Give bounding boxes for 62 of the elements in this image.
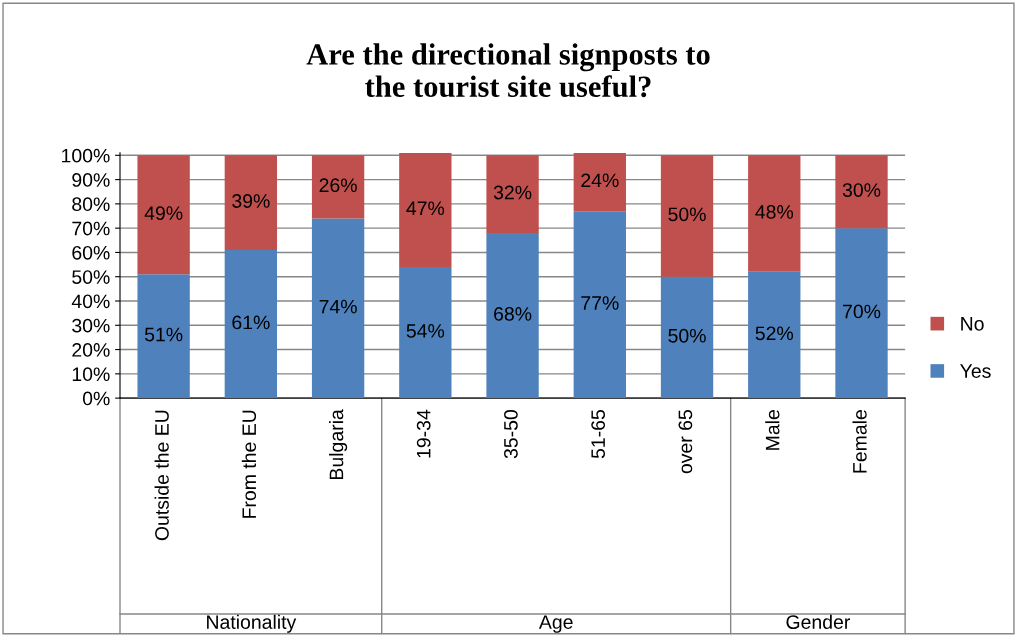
data-label: 61% — [232, 315, 270, 330]
y-tick-label: 80% — [72, 197, 110, 212]
data-label: 47% — [406, 201, 445, 216]
bar — [224, 250, 278, 399]
data-label: 49% — [144, 206, 183, 221]
x-tick-label: 51-65 — [591, 410, 606, 459]
text: Gender — [786, 614, 850, 629]
data-label: 30% — [842, 183, 881, 197]
y-tick-label: 10% — [72, 367, 110, 382]
x-tick-label: Male — [765, 410, 780, 450]
bar — [835, 228, 888, 399]
bar — [660, 155, 714, 277]
x-tick-label: 35-50 — [504, 409, 518, 459]
data-label: 68% — [494, 307, 532, 321]
y-tick-label: 40% — [71, 294, 110, 309]
bar — [573, 152, 626, 212]
bar — [748, 271, 801, 399]
data-label: 48% — [755, 205, 794, 219]
bar — [486, 155, 539, 234]
bar — [137, 155, 190, 275]
y-tick-label: 60% — [72, 245, 110, 260]
bar — [399, 152, 452, 267]
data-label: 32% — [493, 185, 532, 200]
bar — [660, 276, 714, 399]
data-label: 50% — [668, 207, 706, 222]
data-label: 39% — [232, 194, 270, 208]
data-label: 50% — [668, 328, 706, 343]
bar — [748, 155, 801, 272]
chart-title: Are the directional signposts to the tourist site useful? — [306, 43, 710, 98]
y-tick-label: 100% — [62, 148, 110, 163]
data-label: 26% — [319, 178, 357, 193]
y-tick-label: 90% — [72, 173, 110, 187]
data-label: 77% — [581, 296, 619, 310]
y-tick-label: 0% — [82, 391, 110, 406]
data-label: 70% — [843, 304, 881, 319]
data-label: 52% — [755, 326, 794, 341]
bar — [486, 233, 539, 399]
bar — [311, 155, 365, 219]
bar — [137, 274, 190, 399]
y-tick-label: 20% — [72, 343, 110, 357]
text: Nationality — [207, 614, 297, 633]
text: Age — [538, 615, 573, 633]
x-tick-label: Outside the EU — [154, 410, 169, 541]
x-tick-label: 19-34 — [416, 409, 431, 458]
legend-label: Yes — [960, 364, 991, 378]
bar — [399, 267, 452, 399]
data-label: 51% — [144, 327, 183, 342]
data-label: 54% — [406, 324, 445, 338]
bar — [835, 155, 888, 229]
bar — [573, 211, 626, 399]
bar — [311, 218, 365, 399]
data-label: 74% — [319, 299, 357, 314]
y-tick-label: 70% — [72, 221, 110, 236]
x-tick-label: over 65 — [678, 410, 693, 474]
y-tick-label: 50% — [72, 270, 110, 284]
data-label: 24% — [581, 173, 619, 188]
x-tick-label: From the EU — [241, 410, 257, 518]
bar — [224, 155, 278, 251]
x-tick-label: Bulgaria — [329, 409, 348, 479]
x-tick-label: Female — [852, 410, 867, 473]
legend-label: No — [961, 317, 984, 331]
y-tick-label: 30% — [72, 318, 110, 333]
